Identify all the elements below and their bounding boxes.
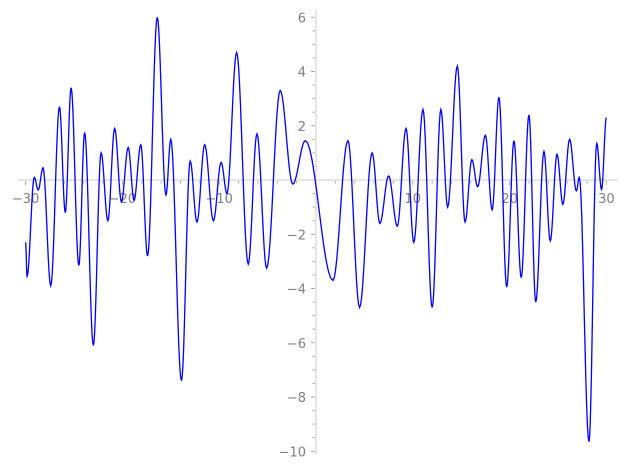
y-tick-label: −4 (287, 283, 306, 298)
series-line (24, 17, 608, 442)
y-tick-label: −10 (279, 445, 306, 460)
axes (18, 10, 618, 454)
y-tick-label: −8 (287, 391, 306, 406)
x-tick-label: 20 (501, 192, 518, 207)
y-tick-label: 4 (298, 66, 306, 81)
y-tick-label: 6 (298, 11, 306, 26)
y-tick-label: −6 (287, 337, 306, 352)
x-tick-label: 10 (405, 192, 422, 207)
y-tick-label: 2 (298, 120, 306, 135)
x-tick-label: −10 (205, 192, 232, 207)
y-tick-label: −2 (287, 228, 306, 243)
x-tick-label: −30 (12, 192, 39, 207)
x-tick-label: 30 (598, 192, 615, 207)
